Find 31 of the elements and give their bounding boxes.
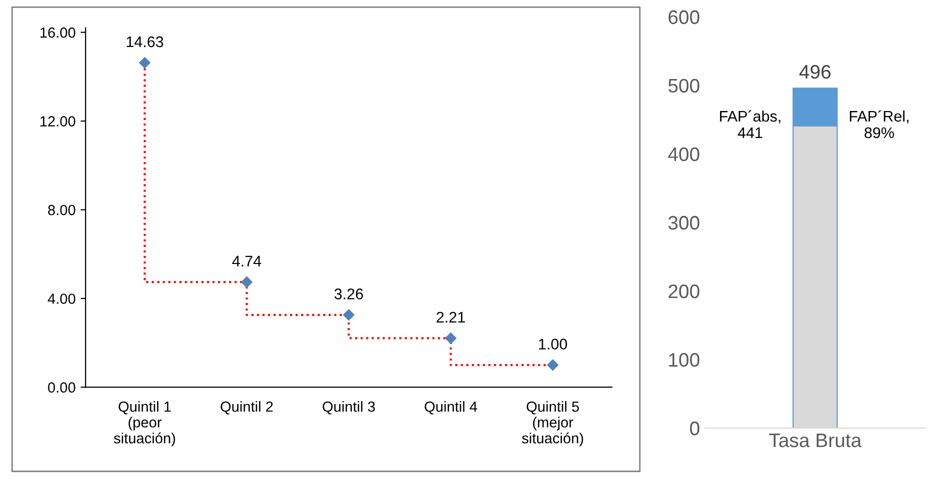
y-tick-label: 16.00 — [40, 27, 76, 38]
y-tick-label: 600 — [668, 10, 700, 24]
annotation: FAP´Rel, 89% — [850, 110, 908, 138]
point — [547, 359, 558, 371]
total-label: 496 — [799, 64, 831, 79]
point — [445, 332, 456, 344]
data-label: 3.26 — [334, 288, 363, 300]
x-tick-label: Quintil 2 — [220, 401, 273, 414]
y-tick-label: 500 — [668, 78, 700, 93]
annotation: FAP´abs, 441 — [720, 110, 780, 138]
y-tick-label: 0 — [690, 422, 700, 436]
point — [343, 309, 354, 321]
y-tick-label: 8.00 — [48, 204, 76, 216]
point — [241, 276, 252, 288]
point — [139, 57, 150, 68]
y-tick-label: 400 — [668, 147, 700, 162]
data-label: 1.00 — [539, 338, 568, 350]
x-tick-label: Quintil 3 — [322, 401, 375, 414]
y-tick-label: 300 — [668, 216, 700, 230]
y-tick-label: 12.00 — [40, 116, 76, 126]
x-tick-label: Quintil 4 — [424, 401, 478, 414]
data-label: 14.63 — [126, 36, 164, 48]
x-tick-label: Tasa Bruta — [769, 434, 862, 448]
data-label: 4.74 — [232, 256, 262, 266]
y-tick-label: 0.00 — [48, 382, 76, 393]
x-tick-label: Quintil 5 (mejor situación) — [522, 401, 584, 446]
y-tick-label: 100 — [669, 353, 700, 367]
x-tick-label: Quintil 1 (peor situación) — [114, 401, 176, 446]
data-label: 2.21 — [436, 312, 465, 323]
y-tick-label: 4.00 — [48, 294, 76, 304]
y-tick-label: 200 — [668, 284, 700, 298]
